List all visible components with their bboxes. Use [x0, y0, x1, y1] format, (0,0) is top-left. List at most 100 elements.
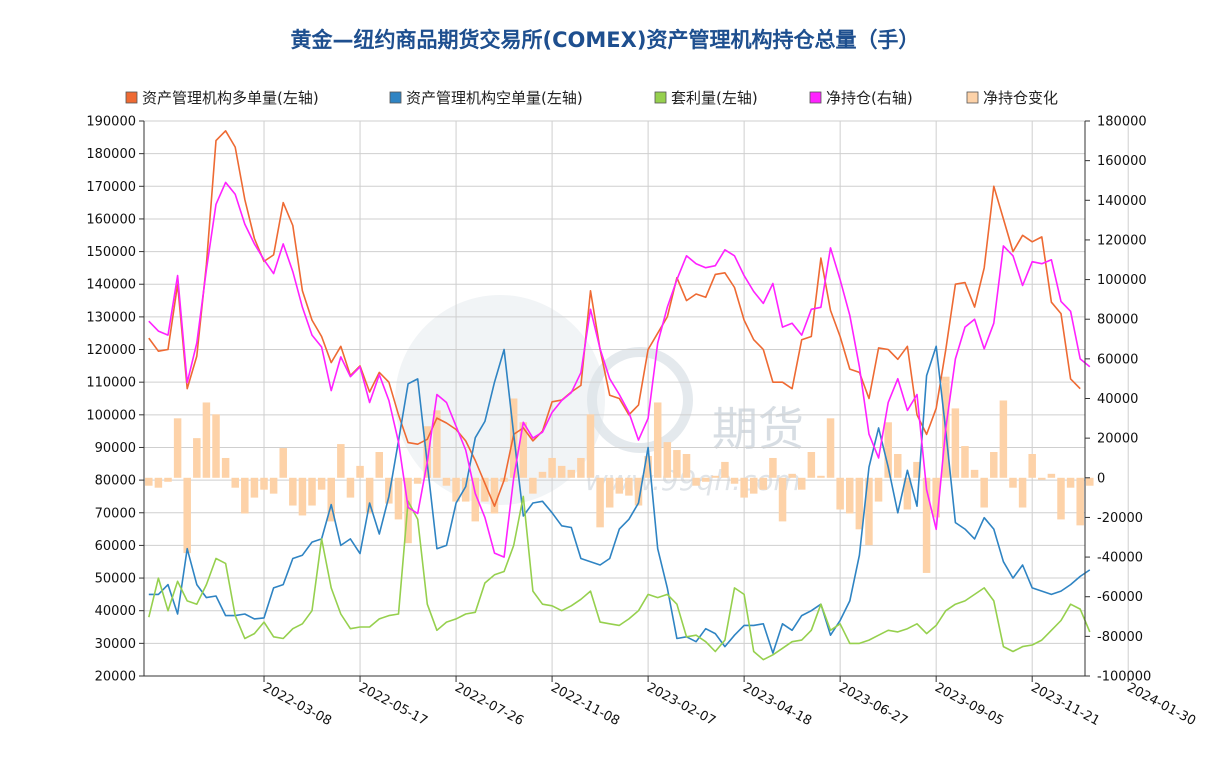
left-tick-label: 80000	[95, 474, 136, 489]
bar-net-change	[903, 477, 912, 510]
bar-net-change	[682, 454, 691, 478]
bar-net-change	[999, 400, 1008, 478]
bar-net-change	[567, 469, 576, 478]
bar-net-change	[279, 448, 287, 478]
bar-net-change	[701, 477, 710, 482]
bar-net-change	[615, 477, 624, 494]
bar-net-change	[1066, 477, 1075, 488]
bar-net-change	[548, 457, 556, 478]
bar-net-change	[337, 444, 345, 478]
bar-net-change	[260, 477, 268, 490]
bar-net-change	[644, 455, 652, 478]
left-tick-label: 90000	[95, 441, 136, 456]
bar-net-change	[1009, 477, 1017, 488]
bar-net-change	[173, 418, 182, 478]
bar-net-change	[538, 471, 547, 478]
watermark-ring-icon	[587, 347, 693, 453]
bar-net-change	[922, 477, 931, 573]
right-tick-label: -100000	[1097, 670, 1151, 685]
right-tick-label: -60000	[1097, 590, 1143, 605]
right-tick-label: -80000	[1097, 630, 1143, 645]
bar-net-change	[1038, 477, 1046, 480]
left-tick-label: 130000	[86, 310, 136, 325]
left-tick-label: 170000	[86, 180, 136, 195]
right-tick-label: 160000	[1097, 154, 1147, 169]
bar-net-change	[749, 477, 758, 494]
bar-net-change	[308, 477, 316, 506]
bar-net-change	[164, 477, 172, 482]
x-tick-label: 2023-09-05	[932, 680, 1006, 729]
bar-net-change	[711, 475, 720, 478]
bar-net-change	[1028, 454, 1036, 478]
bar-net-change	[423, 426, 432, 478]
bar-net-change	[433, 410, 441, 478]
right-tick-label: 120000	[1097, 233, 1147, 248]
legend-label: 净持仓(右轴)	[826, 89, 913, 107]
bar-net-change	[778, 477, 787, 522]
left-tick-label: 160000	[86, 212, 136, 227]
legend-label: 套利量(左轴)	[671, 89, 758, 107]
legend-label: 资产管理机构多单量(左轴)	[142, 89, 319, 107]
series-lines	[148, 130, 1091, 661]
x-tick-label: 2023-04-18	[740, 680, 814, 729]
bar-net-change	[730, 477, 739, 484]
bar-net-change	[529, 477, 537, 494]
legend-item-5: 净持仓变化	[966, 89, 1058, 107]
left-tick-label: 110000	[86, 376, 136, 391]
legend-label: 净持仓变化	[983, 89, 1058, 107]
bar-net-change	[759, 477, 768, 490]
bar-net-change	[183, 477, 191, 554]
bar-net-change	[980, 477, 988, 508]
left-tick-label: 190000	[86, 115, 136, 130]
bar-net-change	[970, 469, 979, 478]
x-tick-label: 2023-11-21	[1028, 680, 1102, 729]
bar-net-change	[826, 418, 835, 478]
x-tick-label: 2022-07-26	[452, 680, 526, 729]
chart-title: 黄金—纽约商品期货交易所(COMEX)资产管理机构持仓总量（手）	[291, 28, 920, 52]
axes: 20000 30000 40000 50000 60000 70000 80000 90000…	[86, 115, 1198, 730]
left-tick-label: 140000	[86, 278, 136, 293]
bar-net-change	[577, 457, 585, 478]
bar-net-change	[855, 477, 864, 530]
x-tick-label: 2022-11-08	[548, 680, 622, 729]
bar-net-change	[846, 477, 854, 514]
bar-net-change	[298, 477, 307, 516]
x-tick-label: 2024-01-30	[1124, 680, 1198, 729]
bar-net-change	[413, 477, 422, 484]
bar-net-change	[836, 477, 844, 510]
x-tick-label: 2023-06-27	[836, 680, 910, 729]
right-tick-label: 140000	[1097, 194, 1147, 209]
bar-net-change	[250, 477, 259, 498]
bar-net-change	[1076, 477, 1084, 526]
bar-net-change	[202, 402, 211, 478]
bar-net-change	[634, 477, 643, 506]
legend-item-2: 资产管理机构空单量(左轴)	[389, 89, 583, 107]
left-tick-label: 40000	[95, 604, 136, 619]
bar-net-change	[145, 477, 153, 486]
legend-swatch	[389, 91, 402, 104]
bar-net-change	[481, 477, 489, 502]
bar-net-change	[394, 477, 403, 520]
bar-net-change	[990, 452, 998, 478]
bar-net-change	[317, 477, 326, 490]
legend-swatch	[809, 91, 822, 104]
left-tick-label: 150000	[86, 245, 136, 260]
left-tick-label: 20000	[95, 670, 136, 685]
bar-net-change	[1057, 477, 1065, 520]
bar-net-change	[769, 457, 777, 478]
left-tick-label: 50000	[95, 572, 136, 587]
bar-net-change	[327, 477, 335, 522]
bar-net-change	[241, 477, 249, 514]
legend-label: 资产管理机构空单量(左轴)	[406, 89, 583, 107]
bar-net-change	[961, 446, 969, 478]
bar-net-change	[913, 461, 921, 478]
series-line-1	[148, 130, 1081, 508]
bar-net-change	[951, 408, 960, 478]
bar-net-change	[932, 477, 940, 518]
bar-net-change	[817, 475, 825, 478]
bar-net-change	[807, 452, 816, 478]
right-tick-label: 180000	[1097, 115, 1147, 130]
right-tick-label: 20000	[1097, 432, 1138, 447]
bar-net-change	[212, 414, 220, 478]
